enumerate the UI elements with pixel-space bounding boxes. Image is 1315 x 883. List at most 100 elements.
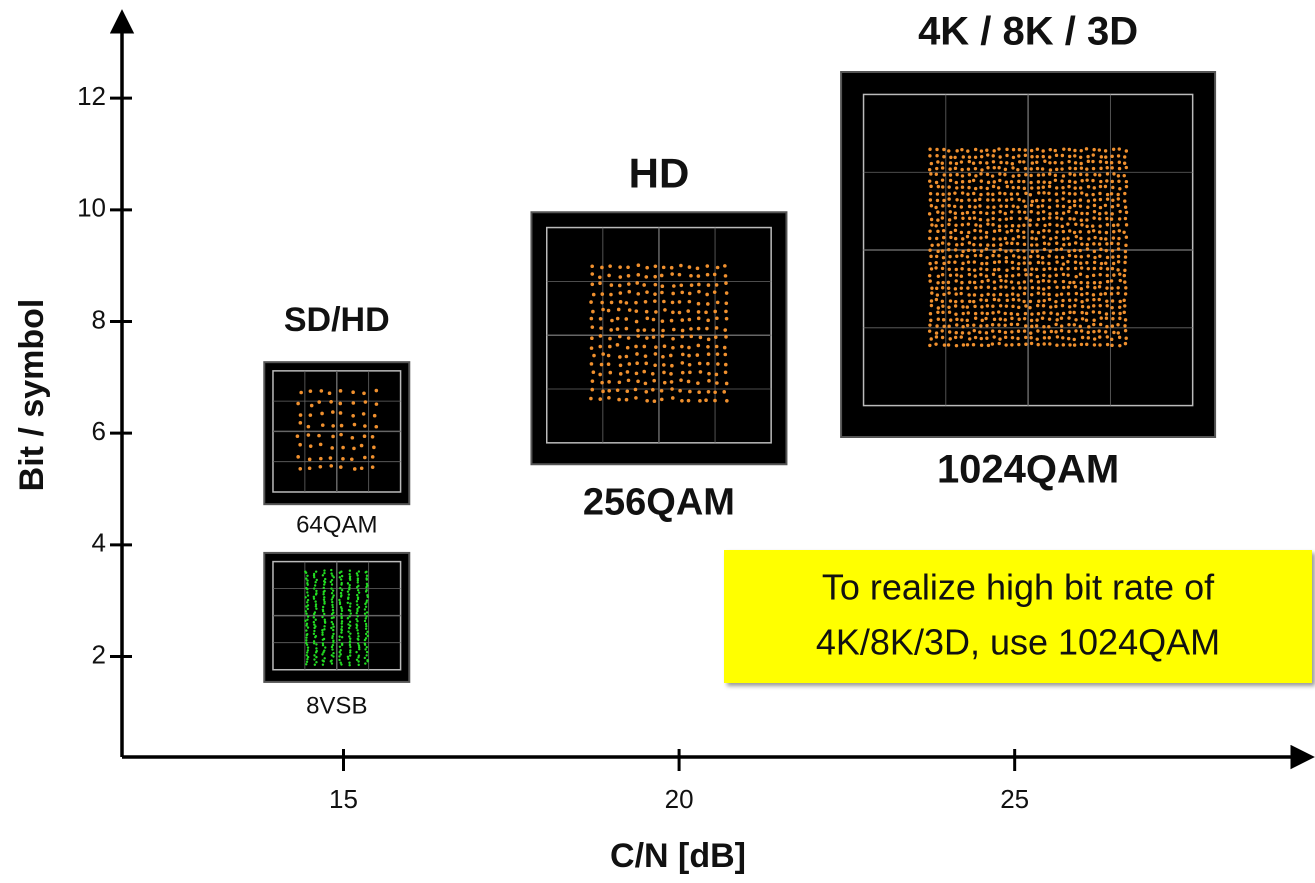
- symbol-dot: [590, 336, 594, 340]
- symbol-dot: [961, 262, 964, 265]
- symbol-dot: [947, 261, 950, 264]
- symbol-dot: [351, 390, 355, 394]
- symbol-dot: [356, 600, 358, 602]
- symbol-dot: [948, 255, 951, 258]
- symbol-dot: [680, 291, 684, 295]
- symbol-dot: [1016, 337, 1019, 340]
- symbol-dot: [365, 617, 367, 619]
- symbol-dot: [941, 204, 944, 207]
- y-axis-title: Bit / symbol: [13, 299, 51, 492]
- symbol-dot: [356, 572, 358, 574]
- symbol-dot: [329, 400, 333, 404]
- symbol-dot: [967, 268, 970, 271]
- symbol-dot: [716, 362, 720, 366]
- symbol-dot: [1091, 160, 1094, 163]
- symbol-dot: [979, 161, 982, 164]
- symbol-dot: [331, 662, 333, 664]
- symbol-dot: [942, 148, 945, 151]
- symbol-dot: [707, 283, 711, 287]
- symbol-dot: [936, 250, 939, 253]
- symbol-dot: [947, 197, 950, 200]
- symbol-dot: [705, 327, 709, 331]
- symbol-dot: [364, 644, 366, 646]
- symbol-dot: [688, 363, 692, 367]
- symbol-dot: [1035, 161, 1038, 164]
- symbol-dot: [1010, 317, 1013, 320]
- symbol-dot: [928, 237, 931, 240]
- symbol-dot: [305, 610, 307, 612]
- symbol-dot: [1011, 186, 1014, 189]
- symbol-dot: [1098, 217, 1101, 220]
- symbol-dot: [315, 643, 317, 645]
- symbol-dot: [725, 317, 729, 321]
- symbol-dot: [299, 391, 303, 395]
- symbol-dot: [1005, 269, 1008, 272]
- symbol-dot: [644, 382, 648, 386]
- symbol-dot: [1067, 323, 1070, 326]
- symbol-dot: [628, 308, 632, 312]
- symbol-dot: [986, 243, 989, 246]
- symbol-dot: [619, 363, 623, 367]
- symbol-dot: [1093, 186, 1096, 189]
- symbol-dot: [1079, 204, 1082, 207]
- symbol-dot: [356, 610, 358, 612]
- symbol-dot: [1104, 292, 1107, 295]
- symbol-dot: [1036, 304, 1039, 307]
- symbol-dot: [332, 633, 334, 635]
- symbol-dot: [332, 655, 334, 657]
- symbol-dot: [679, 378, 683, 382]
- symbol-dot: [592, 370, 596, 374]
- symbol-dot: [1054, 330, 1057, 333]
- symbol-dot: [330, 446, 334, 450]
- symbol-dot: [1066, 267, 1069, 270]
- symbol-dot: [941, 286, 944, 289]
- symbol-dot: [1062, 273, 1065, 276]
- symbol-dot: [671, 337, 675, 341]
- symbol-dot: [1011, 261, 1014, 264]
- symbol-dot: [1062, 230, 1065, 233]
- symbol-dot: [340, 613, 342, 615]
- symbol-dot: [600, 381, 604, 385]
- symbol-dot: [328, 391, 332, 395]
- symbol-dot: [992, 206, 995, 209]
- symbol-dot: [1079, 198, 1082, 201]
- symbol-dot: [635, 309, 639, 313]
- symbol-dot: [949, 274, 952, 277]
- symbol-dot: [645, 310, 649, 314]
- symbol-dot: [313, 621, 315, 623]
- symbol-dot: [967, 311, 970, 314]
- symbol-dot: [1106, 335, 1109, 338]
- symbol-dot: [1123, 162, 1126, 165]
- symbol-dot: [618, 275, 622, 279]
- symbol-dot: [333, 576, 335, 578]
- symbol-dot: [997, 323, 1000, 326]
- symbol-dot: [1005, 256, 1008, 259]
- symbol-dot: [1085, 173, 1088, 176]
- symbol-dot: [1124, 217, 1127, 220]
- symbol-dot: [953, 205, 956, 208]
- symbol-dot: [1049, 305, 1052, 308]
- symbol-dot: [1068, 254, 1071, 257]
- symbol-dot: [645, 266, 649, 270]
- symbol-dot: [1098, 192, 1101, 195]
- symbol-dot: [1072, 217, 1075, 220]
- symbol-dot: [329, 464, 333, 468]
- symbol-dot: [1073, 338, 1076, 341]
- symbol-dot: [1048, 161, 1051, 164]
- symbol-dot: [1111, 212, 1114, 215]
- symbol-dot: [322, 574, 324, 576]
- symbol-dot: [323, 599, 325, 601]
- symbol-dot: [687, 380, 691, 384]
- symbol-dot: [590, 282, 594, 286]
- symbol-dot: [991, 323, 994, 326]
- symbol-dot: [306, 601, 308, 603]
- symbol-dot: [992, 273, 995, 276]
- constellation: [841, 72, 1215, 437]
- symbol-dot: [985, 337, 988, 340]
- symbol-dot: [1017, 262, 1020, 265]
- symbol-dot: [625, 389, 629, 393]
- symbol-dot: [986, 198, 989, 201]
- symbol-dot: [953, 156, 956, 159]
- symbol-dot: [966, 149, 969, 152]
- symbol-dot: [991, 193, 994, 196]
